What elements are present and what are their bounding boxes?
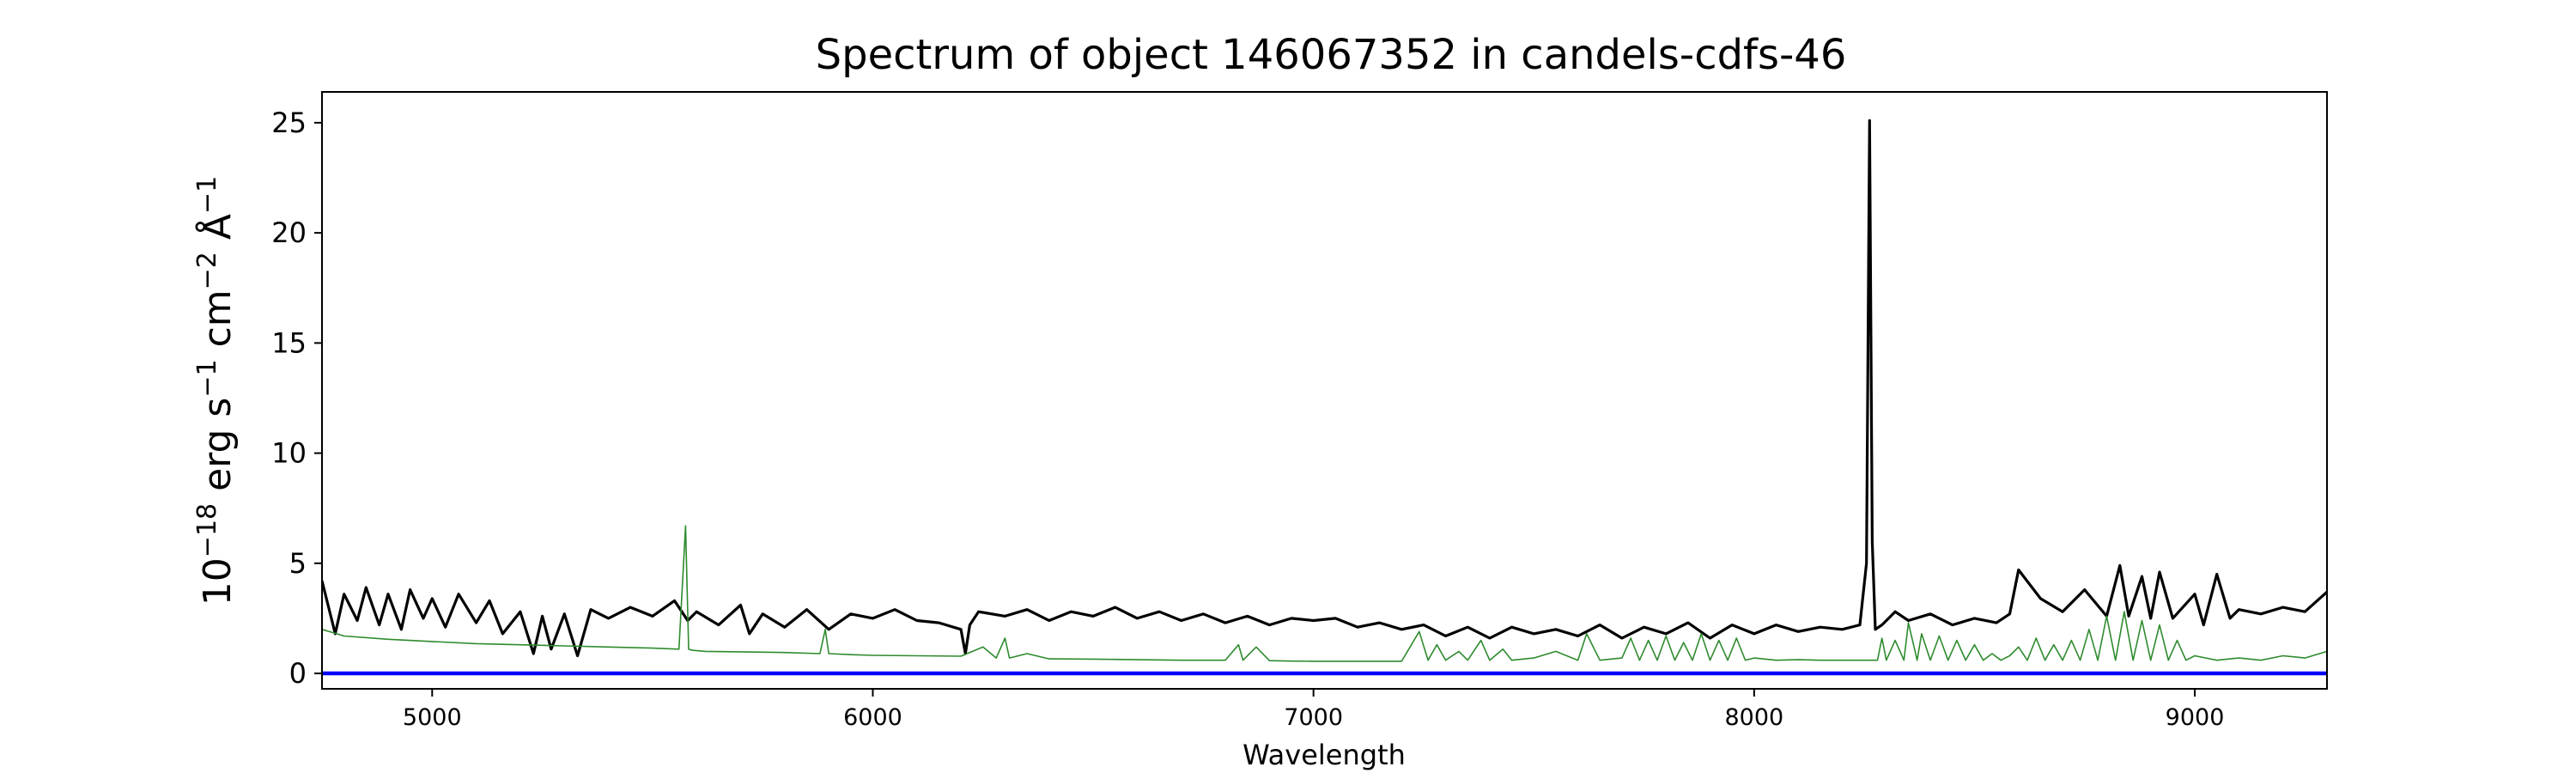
y-label-exp3: −1 [192, 176, 222, 214]
series-line-flux [322, 119, 2327, 658]
chart-title: Spectrum of object 146067352 in candels-… [816, 31, 1847, 79]
x-tick-label: 6000 [843, 704, 902, 731]
y-axis-label: 10−18 erg s−1 cm−2 Å−1 [192, 176, 240, 606]
y-tick-label: 5 [289, 547, 307, 580]
y-label-base: 10 [196, 557, 240, 606]
y-label-exp2: −2 [192, 252, 222, 289]
x-tick-label: 9000 [2166, 704, 2225, 731]
x-axis-label: Wavelength [1242, 739, 1406, 771]
y-label-exp1: −1 [192, 359, 222, 397]
y-label-unit3: Å [194, 214, 240, 252]
series-line-noise [322, 525, 2327, 662]
x-tick-label: 8000 [1724, 704, 1783, 731]
y-label-exp: −18 [192, 503, 222, 557]
y-tick-label: 0 [289, 657, 307, 690]
x-tick-label: 5000 [403, 704, 462, 731]
y-tick-label: 25 [271, 107, 307, 139]
y-axis: 0 5 10 15 20 25 [271, 107, 322, 690]
y-label-unit2: cm [196, 289, 240, 359]
plot-frame [321, 91, 2328, 690]
y-label-unit1: erg s [196, 398, 240, 503]
y-tick-label: 10 [271, 437, 307, 470]
y-tick-label: 20 [271, 216, 307, 249]
series-layer [322, 119, 2327, 676]
y-tick-label: 15 [271, 326, 307, 359]
x-tick-label: 7000 [1284, 704, 1343, 731]
x-axis: 5000 6000 7000 8000 9000 [403, 689, 2224, 731]
